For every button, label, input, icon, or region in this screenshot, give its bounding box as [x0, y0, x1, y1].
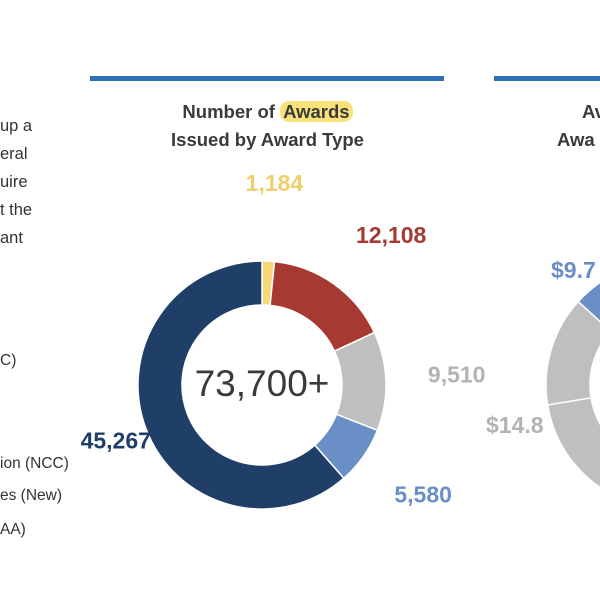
donut-slice [333, 331, 387, 432]
legend-fragment: C) [0, 352, 17, 369]
right-donut-slice [577, 281, 600, 323]
slice-value-label: 1,184 [246, 170, 304, 196]
donut-slice [137, 260, 345, 510]
paragraph-fragment: eral [0, 145, 28, 163]
left-text-column: up a eral uire t the ant [0, 0, 60, 600]
donut-chart [137, 260, 387, 510]
slice-labels: 1,184 12,108 9,510 5,580 45,267 [81, 170, 486, 507]
paragraph-fragment: t the [0, 201, 33, 219]
right-chart-header-bar [494, 76, 600, 81]
chart-title-line-2: Issued by Award Type [171, 129, 364, 150]
title-prefix: Number of [182, 101, 275, 122]
right-title-line: Awa [557, 129, 595, 150]
chart-header-bar [90, 76, 444, 81]
chart-title: Number of Awards Issued by Award Type [90, 98, 445, 154]
right-label-blue: $9.7 [551, 257, 596, 283]
right-donut-chart [545, 281, 600, 489]
right-chart-title: Av Awa [540, 98, 600, 154]
paragraph-fragment: ant [0, 229, 23, 247]
right-donut-slice [546, 397, 600, 489]
slice-value-label: 45,267 [81, 428, 151, 454]
center-total-label: 73,700+ [195, 363, 330, 404]
title-highlight: Awards [280, 101, 353, 122]
slice-value-label: 5,580 [394, 481, 452, 507]
right-donut-slice [545, 300, 600, 406]
right-title-line: Av [582, 101, 600, 122]
legend-fragment: ion (NCC) [0, 455, 69, 472]
paragraph-fragment: up a [0, 117, 33, 135]
slice-value-label: 9,510 [428, 361, 486, 387]
chart-title-line-1: Number of Awards [90, 98, 445, 126]
right-label-gray: $14.8 [486, 412, 544, 438]
slice-value-label: 12,108 [356, 222, 427, 248]
donut-slice [269, 260, 376, 353]
legend-fragment: es (New) [0, 487, 63, 504]
legend-fragment: AA) [0, 521, 26, 538]
paragraph-fragment: uire [0, 173, 28, 191]
